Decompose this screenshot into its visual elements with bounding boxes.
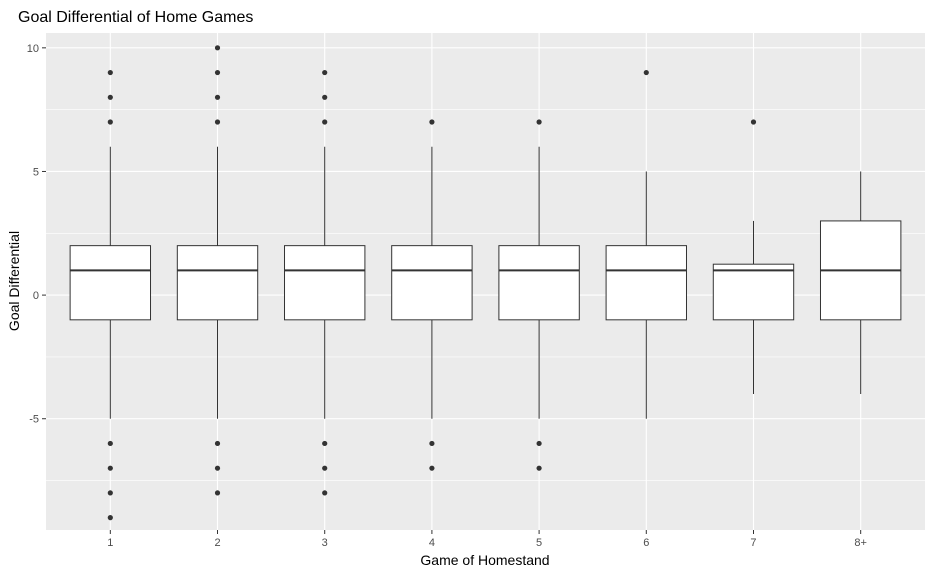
outlier-point	[214, 69, 221, 76]
box-group	[498, 119, 580, 471]
outlier-point	[107, 440, 113, 447]
x-tick-label: 5	[536, 537, 542, 549]
x-tick-label: 8+	[854, 537, 867, 549]
outlier-point	[536, 465, 542, 471]
box-group	[69, 69, 152, 521]
outlier-point	[429, 440, 435, 447]
x-tick-label: 6	[643, 537, 649, 549]
box-group	[712, 119, 795, 395]
outlier-point	[322, 490, 328, 496]
box	[176, 245, 259, 321]
box	[605, 245, 687, 321]
x-tick-label: 3	[322, 537, 328, 549]
minor-gridlines	[46, 109, 925, 481]
outlier-point	[107, 490, 113, 496]
outlier-point	[214, 490, 221, 496]
x-tick-label: 7	[750, 537, 756, 549]
box	[69, 245, 152, 321]
y-axis: -5 0 5 10	[27, 43, 46, 426]
box	[712, 263, 795, 321]
chart-title: Goal Differential of Home Games	[18, 9, 253, 26]
outlier-point	[107, 515, 113, 521]
box-group	[605, 69, 687, 419]
x-tick-label: 2	[214, 537, 220, 549]
box	[498, 245, 580, 321]
y-tick-label: 5	[33, 166, 39, 178]
outlier-point	[429, 119, 435, 125]
box-group	[819, 171, 902, 395]
outlier-point	[750, 119, 757, 125]
outlier-point	[322, 94, 328, 100]
outlier-point	[107, 465, 113, 471]
outlier-point	[214, 440, 221, 447]
x-tick-label: 1	[107, 537, 113, 549]
outlier-point	[322, 69, 328, 76]
box-group	[391, 119, 473, 471]
outlier-point	[214, 465, 221, 471]
box-group	[284, 69, 366, 496]
outlier-point	[322, 440, 328, 447]
outlier-point	[107, 119, 113, 125]
box	[391, 245, 473, 321]
y-tick-label: 0	[33, 290, 39, 302]
outlier-point	[214, 119, 221, 125]
y-axis-title: Goal Differential	[6, 231, 22, 331]
outlier-point	[643, 69, 649, 76]
outlier-point	[429, 465, 435, 471]
outlier-point	[322, 465, 328, 471]
x-tick-label: 4	[429, 537, 435, 549]
outlier-point	[214, 94, 221, 100]
outlier-point	[536, 119, 542, 125]
outlier-point	[107, 69, 113, 76]
y-tick-label: -5	[29, 414, 39, 426]
outlier-point	[107, 94, 113, 100]
box-group	[176, 45, 259, 496]
x-axis: 1 2 3 4 5 6 7 8+	[107, 530, 867, 549]
box	[284, 245, 366, 321]
outlier-point	[536, 440, 542, 447]
boxes-layer	[69, 45, 902, 521]
outlier-point	[214, 45, 221, 51]
y-tick-label: 10	[27, 43, 39, 55]
outlier-point	[322, 119, 328, 125]
x-axis-title: Game of Homestand	[420, 552, 549, 568]
